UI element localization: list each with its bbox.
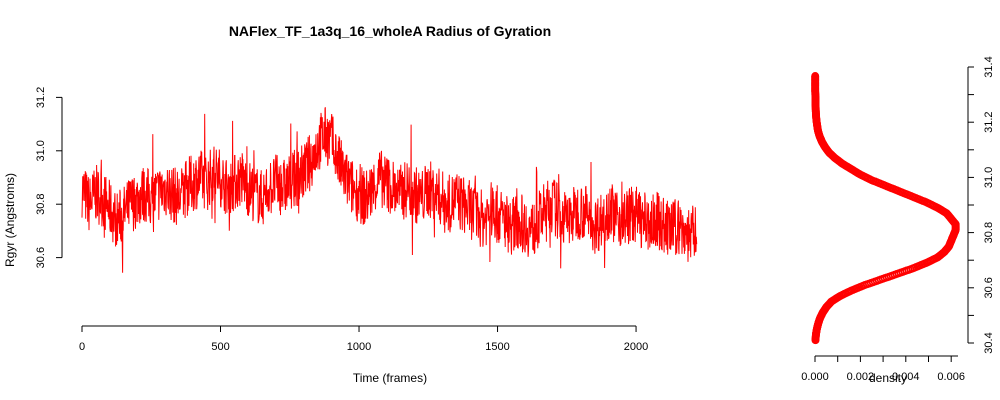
density-x-tick-label: 0.004 <box>892 371 920 383</box>
x-axis-label: Time (frames) <box>353 371 427 385</box>
main-x-tick-label: 2000 <box>624 341 648 353</box>
density-y-tick-label: 31.2 <box>983 111 995 132</box>
chart-title: NAFlex_TF_1a3q_16_wholeA Radius of Gyrat… <box>229 23 551 39</box>
density-x-tick-label: 0.002 <box>847 371 875 383</box>
density-point <box>811 72 820 80</box>
density-plot: density 0.000 0.002 0.004 0.006 30.430.630.… <box>801 56 995 385</box>
density-y-axis: 30.4 30.6 30.8 31.0 31.2 31.4 <box>967 56 995 354</box>
density-series <box>811 72 960 345</box>
main-series <box>81 107 698 273</box>
main-y-tick-label: 31.2 <box>35 87 47 108</box>
y-axis-label: Rgyr (Angstroms) <box>3 173 17 267</box>
density-y-tick-label: 30.4 <box>983 332 995 353</box>
density-y-tick-label: 30.6 <box>983 277 995 298</box>
density-y-tick-label: 30.8 <box>983 222 995 243</box>
density-y-tick-label: 31.4 <box>983 56 995 77</box>
rgyr-series-line <box>81 107 698 273</box>
main-plot: NAFlex_TF_1a3q_16_wholeA Radius of Gyrat… <box>3 23 698 385</box>
main-x-axis: 0 500 1000 1500 2000 <box>79 325 648 353</box>
density-x-label: density <box>869 371 907 385</box>
main-x-tick-label: 1000 <box>347 341 371 353</box>
main-y-tick-label: 30.6 <box>35 247 47 268</box>
main-y-tick-label: 30.8 <box>35 193 47 214</box>
main-x-tick-label: 500 <box>211 341 229 353</box>
main-y-axis: 30.6 30.8 31.0 31.2 <box>35 87 63 268</box>
main-x-tick-label: 1500 <box>485 341 509 353</box>
main-y-tick-label: 31.0 <box>35 140 47 161</box>
density-x-tick-label: 0.006 <box>937 371 965 383</box>
main-x-tick-label: 0 <box>79 341 85 353</box>
density-y-tick-label: 31.0 <box>983 167 995 188</box>
density-x-axis: 0.000 0.002 0.004 0.006 <box>801 355 965 383</box>
density-x-tick-label: 0.000 <box>801 371 829 383</box>
